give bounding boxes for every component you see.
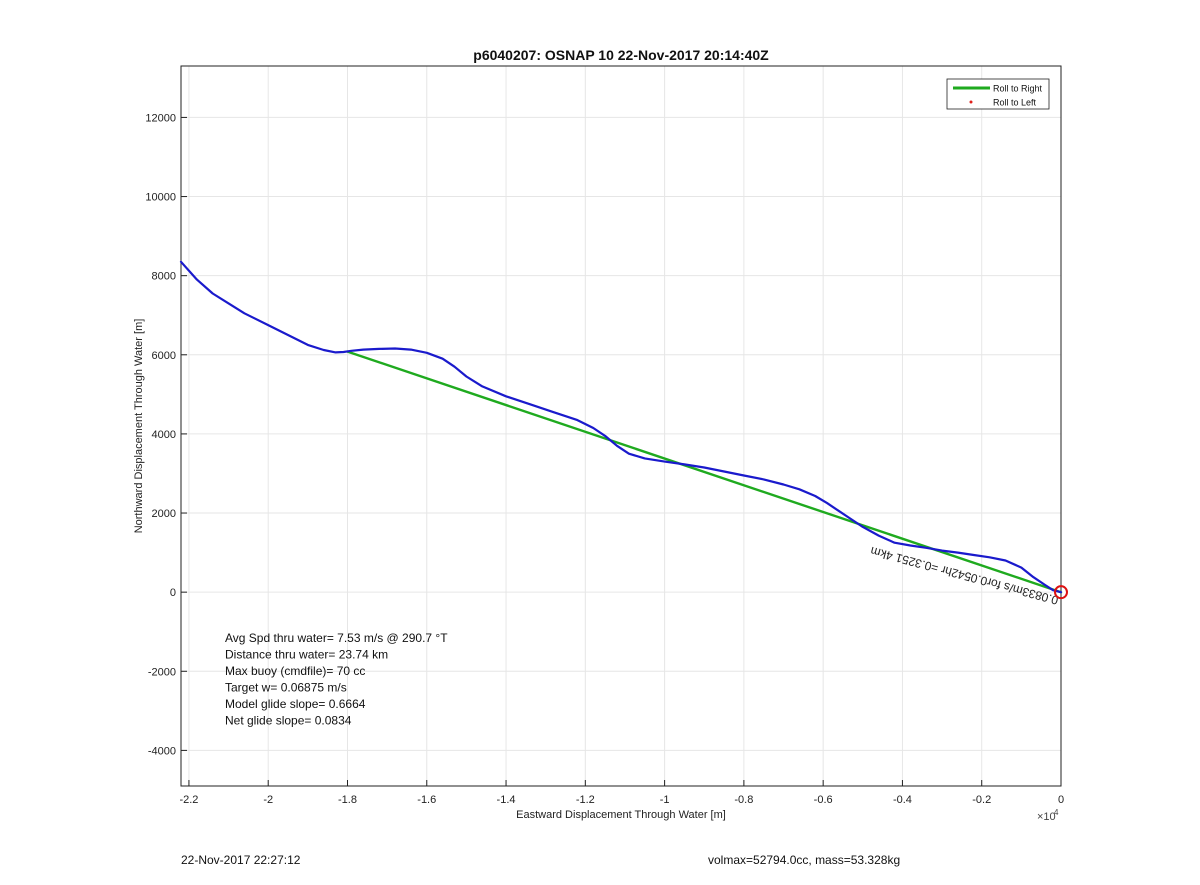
stats-annotation-line: Max buoy (cmdfile)= 70 cc bbox=[225, 664, 365, 678]
y-tick-label: 0 bbox=[170, 587, 176, 599]
x-tick-label: -2 bbox=[263, 794, 273, 806]
x-tick-label: -1.6 bbox=[417, 794, 436, 806]
stats-annotation-line: Distance thru water= 23.74 km bbox=[225, 648, 388, 662]
stats-annotation-line: Net glide slope= 0.0834 bbox=[225, 714, 352, 728]
legend: Roll to Right Roll to Left bbox=[946, 78, 1050, 110]
x-tick-label: -1.4 bbox=[497, 794, 516, 806]
end-marker bbox=[1054, 585, 1068, 600]
x-tick-label: -0.8 bbox=[734, 794, 753, 806]
x-axis-label: Eastward Displacement Through Water [m] bbox=[516, 809, 726, 821]
series-line-track bbox=[179, 260, 1063, 594]
x-tick-label: -1 bbox=[660, 794, 670, 806]
x-tick-label: -1.8 bbox=[338, 794, 357, 806]
x-tick-label: -0.4 bbox=[893, 794, 912, 806]
legend-swatch-dot bbox=[969, 100, 973, 104]
y-tick-label: 4000 bbox=[152, 429, 176, 441]
grid bbox=[181, 66, 1062, 786]
x-tick-label: -0.2 bbox=[972, 794, 991, 806]
series-layer bbox=[179, 260, 1063, 594]
y-tick-label: 12000 bbox=[145, 112, 176, 124]
chart-title: p6040207: OSNAP 10 22-Nov-2017 20:14:40Z bbox=[473, 47, 769, 63]
y-tick-label: -4000 bbox=[148, 745, 176, 757]
x-tick-label: 0 bbox=[1058, 794, 1064, 806]
series-line-roll-to-right bbox=[346, 350, 1063, 594]
x-multiplier: ×10 4 bbox=[1037, 808, 1059, 823]
legend-label: Roll to Left bbox=[993, 98, 1037, 108]
footer-volmax-mass: volmax=52794.0cc, mass=53.328kg bbox=[708, 853, 901, 867]
y-axis-label: Northward Displacement Through Water [m] bbox=[133, 319, 145, 534]
x-multiplier-exponent: 4 bbox=[1054, 808, 1059, 817]
y-tick-label: 6000 bbox=[152, 350, 176, 362]
stats-annotation-line: Avg Spd thru water= 7.53 m/s @ 290.7 °T bbox=[225, 631, 448, 645]
stats-annotations: Avg Spd thru water= 7.53 m/s @ 290.7 °T D… bbox=[225, 631, 448, 728]
stats-annotation-line: Target w= 0.06875 m/s bbox=[225, 681, 347, 695]
x-tick-label: -2.2 bbox=[179, 794, 198, 806]
x-tick-label: -1.2 bbox=[576, 794, 595, 806]
y-tick-label: 8000 bbox=[152, 271, 176, 283]
legend-box bbox=[946, 78, 1050, 110]
footer-timestamp: 22-Nov-2017 22:27:12 bbox=[181, 853, 301, 867]
y-tick-label: -2000 bbox=[148, 666, 176, 678]
stats-annotation-line: Model glide slope= 0.6664 bbox=[225, 697, 366, 711]
y-axis: -4000 -2000 0 2000 4000 6000 8000 10000 12000 bbox=[145, 112, 187, 757]
x-tick-label: -0.6 bbox=[814, 794, 833, 806]
x-axis: -2.2 -2 -1.8 -1.6 -1.4 -1.2 -1 -0.8 -0.6 -0.4 -0.2… bbox=[179, 780, 1064, 806]
origin-marker bbox=[1054, 585, 1068, 600]
y-tick-label: 2000 bbox=[152, 508, 176, 520]
y-tick-label: 10000 bbox=[145, 192, 176, 204]
legend-label: Roll to Right bbox=[993, 84, 1043, 94]
x-multiplier-base: ×10 bbox=[1037, 811, 1056, 823]
plot-area bbox=[180, 65, 1062, 787]
